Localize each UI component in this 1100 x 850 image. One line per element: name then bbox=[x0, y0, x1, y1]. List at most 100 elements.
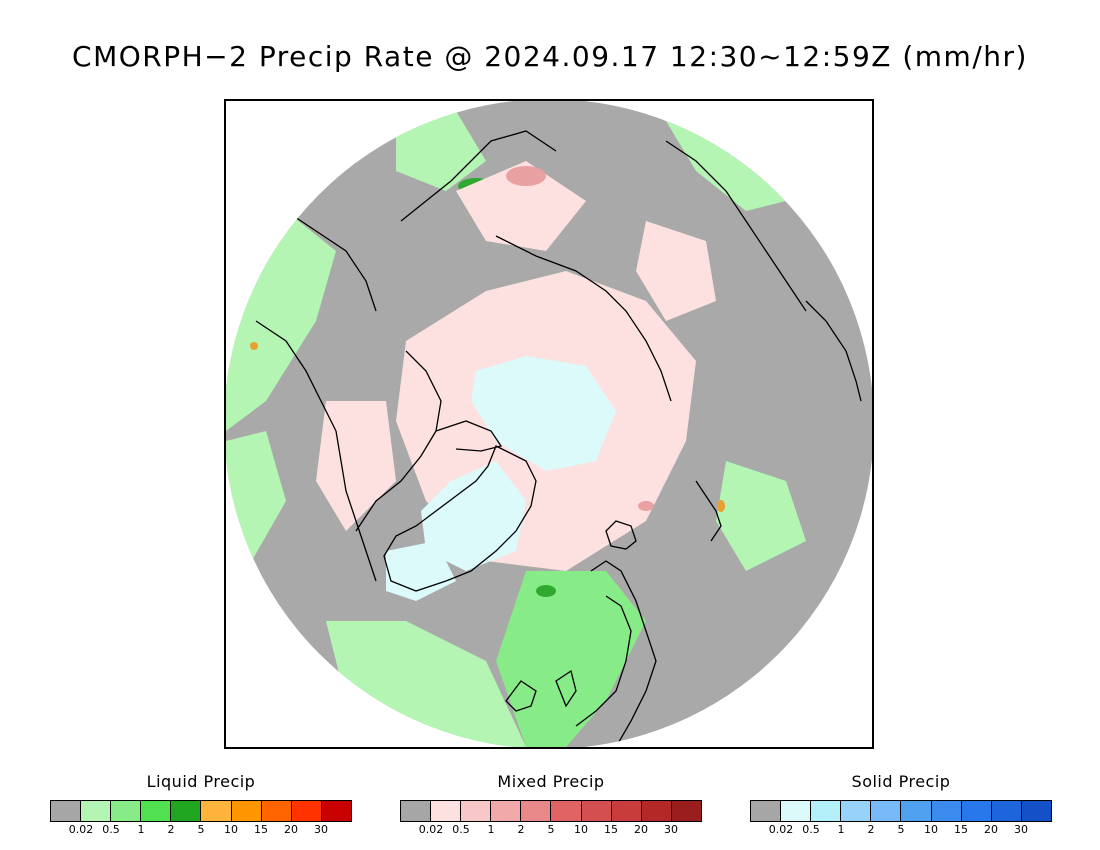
legend-tick-label: 10 bbox=[924, 823, 938, 836]
legend-swatch bbox=[81, 801, 112, 821]
legend-tick-label: 2 bbox=[867, 823, 875, 836]
liquid-precip-region bbox=[666, 121, 786, 211]
coastline bbox=[285, 210, 377, 312]
legend-tick-label: 5 bbox=[547, 823, 555, 836]
legend-tick-label: 30 bbox=[664, 823, 678, 836]
coastline bbox=[605, 520, 637, 550]
coastline bbox=[505, 680, 537, 712]
legend-bar-solid bbox=[750, 800, 1052, 822]
legend-tick-label: 20 bbox=[284, 823, 298, 836]
legend-swatch bbox=[1021, 801, 1051, 821]
legend-tick-label: 30 bbox=[1014, 823, 1028, 836]
legend-tick-label: 15 bbox=[954, 823, 968, 836]
legend-tick-label: 15 bbox=[604, 823, 618, 836]
legend-tick-label: 0.02 bbox=[418, 823, 444, 836]
legend-swatch bbox=[171, 801, 202, 821]
legend-tick-label: 0.02 bbox=[768, 823, 794, 836]
legend-swatch bbox=[931, 801, 962, 821]
legend-swatch bbox=[431, 801, 462, 821]
legend-ticks-mixed: 0.02 0.5 1 2 5 10 15 20 30 bbox=[400, 822, 702, 836]
map-title: CMORPH−2 Precip Rate @ 2024.09.17 12:30~… bbox=[72, 40, 1028, 73]
liquid-precip-region bbox=[496, 571, 646, 747]
legend-liquid: Liquid Precip 0.02 0.5 1 2 5 10 15 20 30 bbox=[50, 772, 352, 836]
coastline bbox=[383, 445, 537, 592]
legend-swatch bbox=[201, 801, 232, 821]
precip-map bbox=[224, 99, 874, 749]
legend-ticks-solid: 0.02 0.5 1 2 5 10 15 20 30 bbox=[750, 822, 1052, 836]
legend-swatch bbox=[321, 801, 351, 821]
mixed-precip-region bbox=[636, 221, 716, 321]
legend-swatch bbox=[491, 801, 522, 821]
legend-tick-label: 2 bbox=[517, 823, 525, 836]
legend-swatch bbox=[581, 801, 612, 821]
legend-ticks-liquid: 0.02 0.5 1 2 5 10 15 20 30 bbox=[50, 822, 352, 836]
legend-tick-label: 1 bbox=[837, 823, 845, 836]
legend-tick-label: 2 bbox=[167, 823, 175, 836]
legend-tick-label: 1 bbox=[137, 823, 145, 836]
coastlines bbox=[255, 130, 862, 747]
legend-tick-label: 20 bbox=[984, 823, 998, 836]
legend-swatch bbox=[521, 801, 552, 821]
legend-swatch bbox=[291, 801, 322, 821]
legend-swatch bbox=[641, 801, 672, 821]
legend-tick-label: 1 bbox=[487, 823, 495, 836]
solid-precip-region bbox=[421, 461, 526, 571]
legend-tick-label: 0.02 bbox=[68, 823, 94, 836]
coastline bbox=[590, 560, 657, 747]
map-disc bbox=[226, 101, 872, 747]
coastline bbox=[805, 300, 862, 402]
legend-swatch bbox=[551, 801, 582, 821]
legend-mixed: Mixed Precip 0.02 0.5 1 2 5 10 15 20 30 bbox=[400, 772, 702, 836]
mixed-precip-region bbox=[456, 161, 586, 251]
legend-title-mixed: Mixed Precip bbox=[497, 772, 605, 791]
liquid-precip-cell bbox=[536, 585, 556, 597]
polar-map-canvas bbox=[226, 101, 872, 747]
legend-tick-label: 5 bbox=[897, 823, 905, 836]
legend-tick-label: 5 bbox=[197, 823, 205, 836]
legend-swatch bbox=[141, 801, 172, 821]
legend-swatch bbox=[401, 801, 432, 821]
legend-tick-label: 30 bbox=[314, 823, 328, 836]
liquid-precip-cell bbox=[250, 342, 258, 350]
legend-tick-label: 20 bbox=[634, 823, 648, 836]
legend-swatch bbox=[51, 801, 82, 821]
legend-swatch bbox=[261, 801, 292, 821]
legend-tick-label: 0.5 bbox=[102, 823, 120, 836]
mixed-precip-cell bbox=[638, 501, 654, 511]
coastline bbox=[665, 140, 807, 312]
legend-tick-label: 0.5 bbox=[802, 823, 820, 836]
legend-swatch bbox=[231, 801, 262, 821]
mixed-precip-cell bbox=[506, 166, 546, 186]
legend-swatch bbox=[901, 801, 932, 821]
legend-title-liquid: Liquid Precip bbox=[146, 772, 256, 791]
legend-swatch bbox=[461, 801, 492, 821]
legend-swatch bbox=[111, 801, 142, 821]
coastline bbox=[555, 669, 577, 708]
legend-tick-label: 15 bbox=[254, 823, 268, 836]
liquid-precip-cell bbox=[717, 500, 725, 512]
legend-swatch bbox=[871, 801, 902, 821]
legend-swatch bbox=[781, 801, 812, 821]
legend-solid: Solid Precip 0.02 0.5 1 2 5 10 15 20 30 bbox=[750, 772, 1052, 836]
legend-tick-label: 10 bbox=[224, 823, 238, 836]
legend-title-solid: Solid Precip bbox=[851, 772, 951, 791]
coastline bbox=[495, 235, 672, 402]
legend-bar-liquid bbox=[50, 800, 352, 822]
coastline bbox=[255, 320, 337, 432]
liquid-precip-region bbox=[716, 461, 806, 571]
coastline bbox=[400, 130, 557, 222]
coastline bbox=[435, 420, 503, 452]
legend-bar-mixed bbox=[400, 800, 702, 822]
legend-swatch bbox=[811, 801, 842, 821]
coastline bbox=[575, 595, 632, 727]
legend-swatch bbox=[611, 801, 642, 821]
solid-precip-region bbox=[471, 356, 616, 471]
coastline bbox=[695, 480, 722, 542]
legend-swatch bbox=[751, 801, 782, 821]
coastline bbox=[335, 430, 377, 582]
legend-swatch bbox=[841, 801, 872, 821]
coastline bbox=[355, 350, 442, 532]
legend-tick-label: 0.5 bbox=[452, 823, 470, 836]
legend-swatch bbox=[961, 801, 992, 821]
legend-swatch bbox=[671, 801, 701, 821]
